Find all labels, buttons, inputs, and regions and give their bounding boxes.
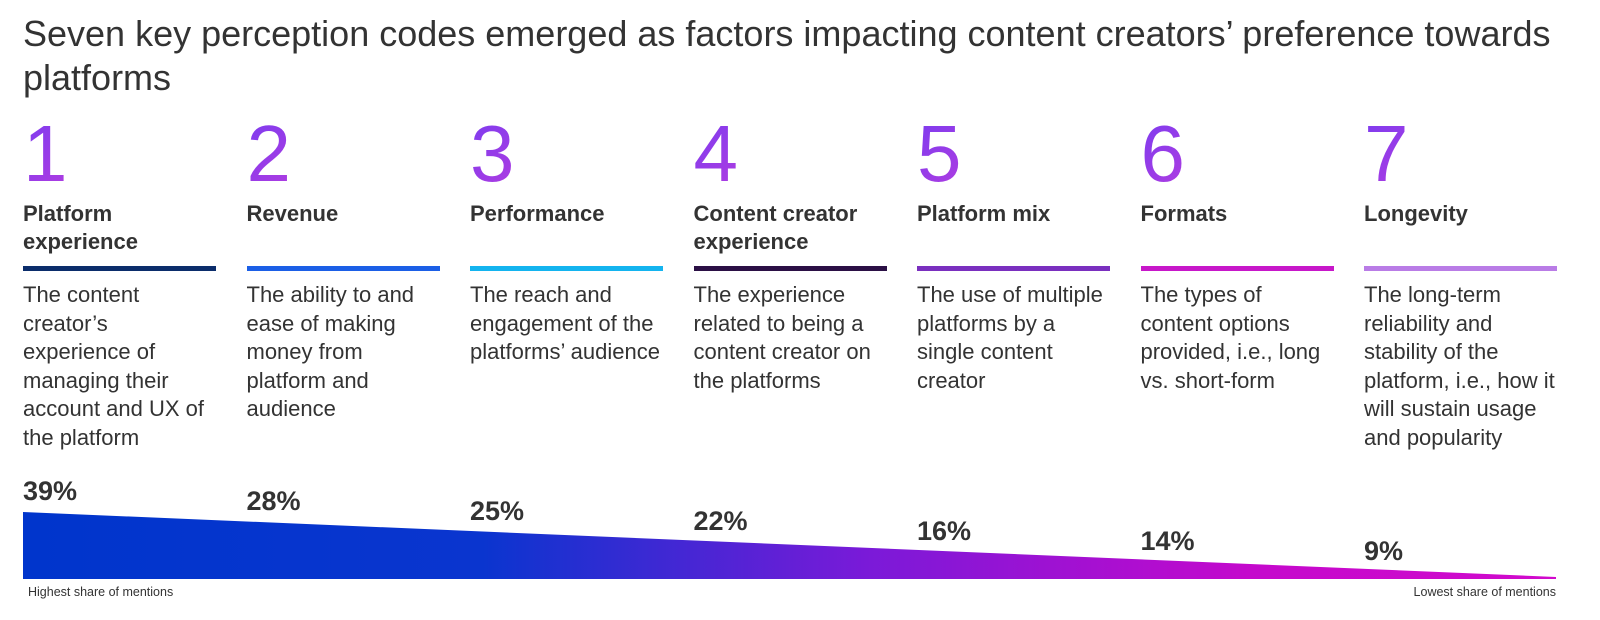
code-title: Performance	[470, 201, 605, 226]
code-title: Content creator experience	[693, 201, 858, 254]
code-rule	[693, 266, 887, 271]
code-number: 7	[1364, 109, 1409, 198]
code-description: The use of multiple platforms by a singl…	[917, 282, 1103, 393]
footer-right: Lowest share of mentions	[1413, 585, 1556, 599]
code-rule	[470, 266, 663, 271]
code-title: Revenue	[246, 201, 339, 226]
code-column: 2 Revenue The ability to and ease of makin…	[246, 109, 440, 582]
code-description: The long-term reliability and stability …	[1364, 282, 1555, 450]
code-rule	[1140, 266, 1334, 271]
code-title: Formats	[1140, 201, 1228, 226]
code-share: 22%	[693, 506, 748, 536]
code-share: 25%	[470, 496, 525, 526]
code-number: 1	[23, 109, 68, 198]
code-number: 4	[693, 109, 739, 198]
wedge-shape	[23, 512, 1556, 579]
code-description: The ability to and ease of making money …	[246, 282, 415, 421]
code-number: 6	[1140, 109, 1186, 198]
code-share: 9%	[1364, 536, 1404, 566]
code-column: 5 Platform mix The use of multiple platfor…	[917, 112, 1110, 582]
code-description: The reach and engagement of the platform…	[470, 282, 660, 364]
code-rule	[23, 266, 216, 271]
code-description: The content creator’s experience of mana…	[23, 282, 205, 450]
code-number: 3	[470, 109, 515, 198]
code-title: Platform mix	[917, 201, 1051, 226]
code-column: 4 Content creator experience The experienc…	[693, 109, 887, 582]
code-number: 5	[917, 109, 962, 198]
code-column: 7 Longevity The long-term reliability and …	[1364, 112, 1557, 582]
code-share: 28%	[246, 486, 301, 516]
code-column: 3 Performance The reach and engagement of …	[470, 112, 663, 582]
code-share: 14%	[1140, 526, 1195, 556]
footer-left: Highest share of mentions	[28, 585, 174, 599]
code-description: The types of content options provided, i…	[1140, 282, 1321, 393]
code-share: 16%	[917, 516, 972, 546]
code-title: Longevity	[1364, 201, 1468, 226]
code-title: Platform experience	[23, 201, 138, 254]
code-rule	[917, 266, 1110, 271]
page-title: Seven key perception codes emerged as fa…	[23, 13, 1551, 98]
code-column: 6 Formats The types of content options pro…	[1140, 109, 1334, 582]
code-rule	[1364, 266, 1557, 271]
code-rule	[246, 266, 440, 271]
code-column: 1 Platform experience The content creator’…	[23, 112, 216, 582]
code-description: The experience related to being a conten…	[693, 282, 871, 393]
code-number: 2	[246, 109, 292, 198]
code-share: 39%	[23, 476, 78, 506]
